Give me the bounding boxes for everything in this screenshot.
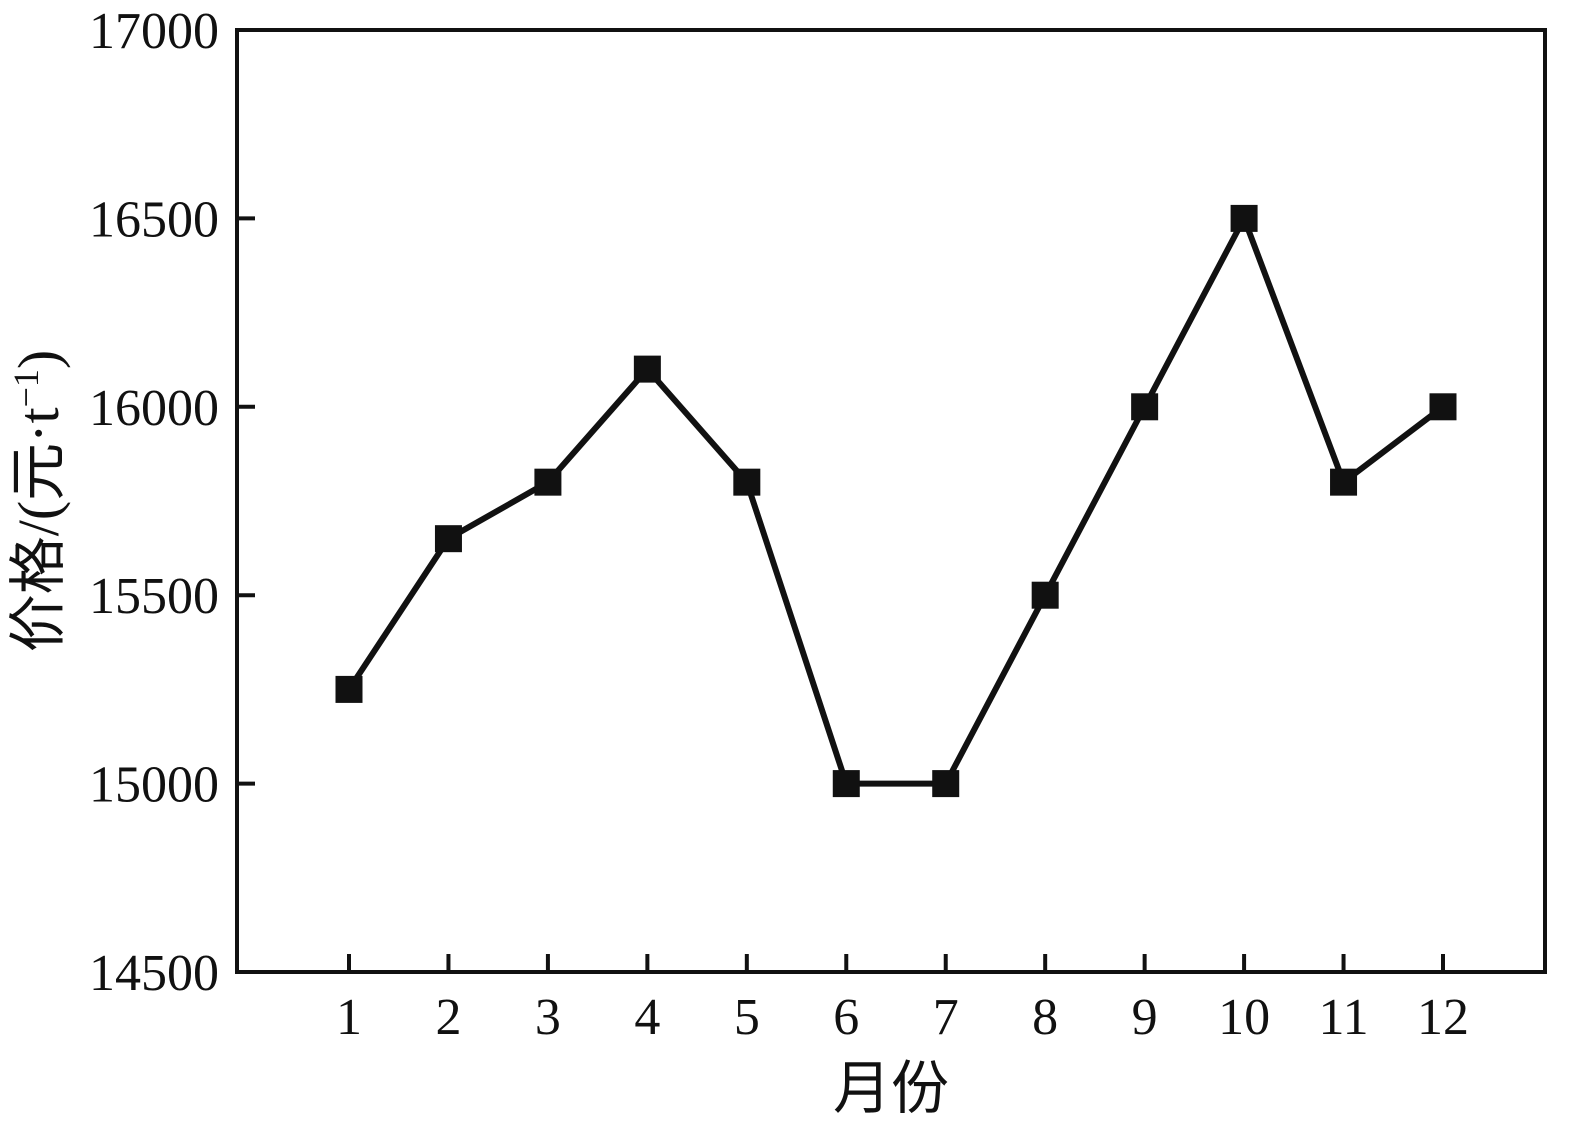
x-tick-label: 1 [336,989,362,1046]
data-point-marker [1330,468,1358,496]
y-tick-label: 15000 [89,757,219,814]
data-point-marker [1131,393,1159,421]
x-tick-label: 8 [1032,989,1058,1046]
x-tick-label: 11 [1319,989,1369,1046]
x-tick-label: 10 [1218,989,1270,1046]
data-point-marker [1230,204,1258,232]
x-tick-label: 7 [933,989,959,1046]
data-point-marker [832,770,860,798]
x-tick-label: 2 [435,989,461,1046]
x-tick-label: 4 [634,989,660,1046]
data-point-marker [434,525,462,553]
data-point-marker [1031,581,1059,609]
y-tick-label: 14500 [89,945,219,1002]
data-point-marker [335,675,363,703]
y-tick-label: 15500 [89,568,219,625]
x-tick-label: 5 [734,989,760,1046]
data-point-marker [733,468,761,496]
x-tick-label: 12 [1417,989,1469,1046]
y-tick-label: 16500 [89,191,219,248]
data-point-marker [932,770,960,798]
x-axis-title: 月份 [833,1056,949,1121]
data-point-marker [633,355,661,383]
y-tick-label: 17000 [89,3,219,60]
y-tick-label: 16000 [89,380,219,437]
plot-frame [235,28,1547,974]
data-point-marker [1429,393,1457,421]
y-axis-title: 价格/(元·t−1) [6,350,71,653]
x-tick-label: 6 [833,989,859,1046]
x-tick-label: 9 [1132,989,1158,1046]
x-tick-label: 3 [535,989,561,1046]
price-series-line [346,211,1445,787]
data-point-marker [534,468,562,496]
